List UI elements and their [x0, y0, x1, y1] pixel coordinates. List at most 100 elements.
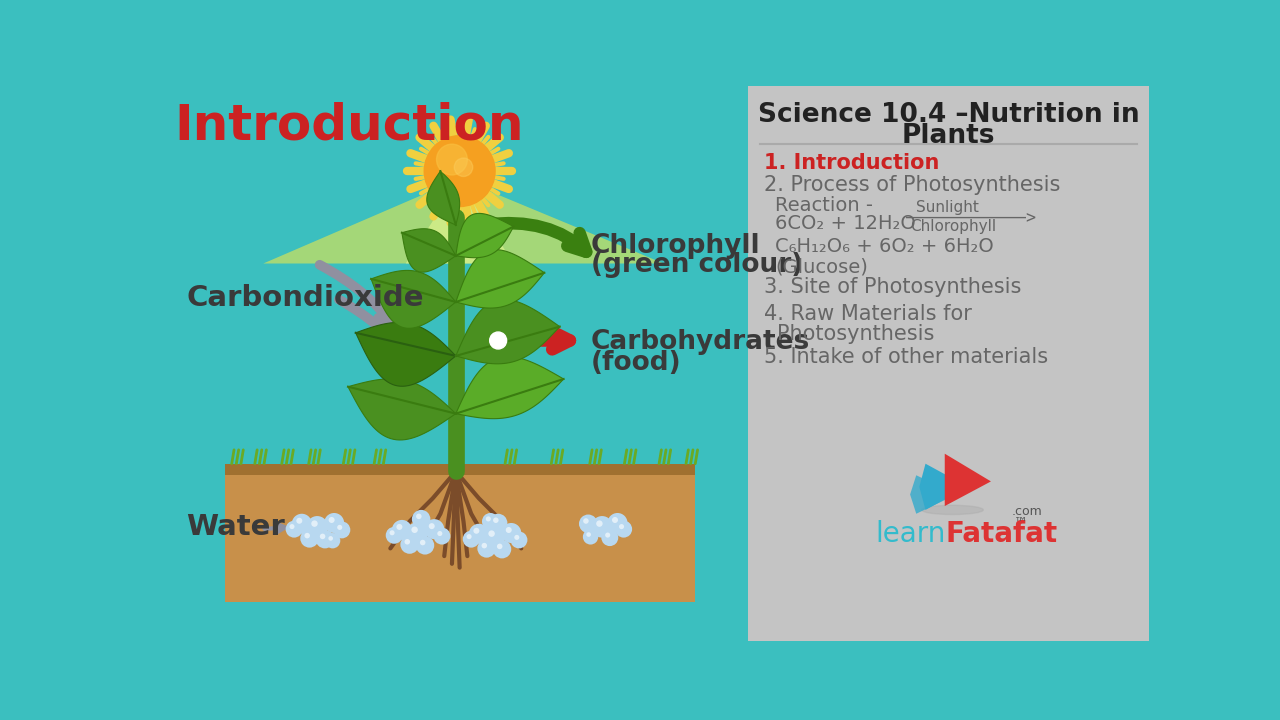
Text: learn: learn: [876, 520, 946, 548]
Text: 4. Raw Materials for: 4. Raw Materials for: [764, 305, 972, 324]
Text: Sunlight: Sunlight: [916, 200, 979, 215]
Circle shape: [489, 531, 495, 537]
Circle shape: [305, 533, 310, 539]
Circle shape: [612, 517, 618, 523]
Text: Introduction: Introduction: [175, 102, 525, 150]
Circle shape: [490, 332, 507, 349]
Polygon shape: [456, 300, 559, 364]
Text: Plants: Plants: [902, 123, 996, 149]
Text: Water: Water: [187, 513, 285, 541]
Circle shape: [392, 520, 412, 540]
Polygon shape: [456, 356, 563, 418]
Circle shape: [306, 516, 328, 538]
Text: 5. Intake of other materials: 5. Intake of other materials: [764, 346, 1048, 366]
Circle shape: [301, 529, 319, 548]
Polygon shape: [919, 464, 968, 510]
Circle shape: [483, 513, 499, 530]
Circle shape: [397, 524, 402, 530]
Polygon shape: [456, 213, 513, 258]
Circle shape: [584, 518, 589, 523]
Circle shape: [586, 532, 591, 537]
Circle shape: [477, 539, 495, 557]
Circle shape: [481, 543, 488, 549]
Circle shape: [404, 539, 410, 544]
Circle shape: [429, 523, 435, 529]
Text: ––––––––––––>: ––––––––––––>: [906, 210, 1037, 228]
Circle shape: [411, 526, 417, 533]
Circle shape: [493, 540, 511, 559]
Circle shape: [468, 523, 489, 544]
Circle shape: [389, 530, 394, 535]
Circle shape: [474, 528, 480, 534]
Polygon shape: [356, 323, 456, 386]
Ellipse shape: [922, 505, 983, 515]
Circle shape: [486, 516, 490, 521]
Text: (Glucose): (Glucose): [776, 257, 868, 276]
Circle shape: [620, 524, 625, 529]
Text: (food): (food): [590, 350, 681, 376]
Circle shape: [292, 514, 312, 534]
Circle shape: [596, 521, 603, 527]
Circle shape: [493, 518, 499, 523]
Text: Chlorophyll: Chlorophyll: [590, 233, 760, 258]
Polygon shape: [945, 454, 991, 506]
Polygon shape: [426, 171, 460, 225]
Text: .com: .com: [1011, 505, 1042, 518]
Circle shape: [511, 531, 527, 549]
Circle shape: [438, 531, 443, 536]
Text: 1. Introduction: 1. Introduction: [764, 153, 940, 174]
Circle shape: [484, 526, 506, 548]
Circle shape: [424, 519, 444, 539]
Circle shape: [333, 521, 351, 539]
Text: 6CO₂ + 12H₂O: 6CO₂ + 12H₂O: [776, 215, 916, 233]
Text: ™: ™: [1014, 516, 1028, 529]
Circle shape: [325, 533, 340, 549]
Circle shape: [329, 517, 334, 523]
Polygon shape: [910, 475, 956, 514]
Circle shape: [579, 515, 598, 533]
Polygon shape: [348, 379, 456, 440]
Polygon shape: [225, 472, 695, 603]
Circle shape: [407, 522, 428, 544]
Circle shape: [605, 533, 611, 538]
Circle shape: [602, 529, 618, 546]
Circle shape: [497, 544, 503, 549]
Circle shape: [502, 523, 521, 543]
Polygon shape: [406, 179, 513, 264]
Polygon shape: [264, 179, 664, 264]
Circle shape: [424, 135, 495, 207]
Circle shape: [289, 524, 294, 529]
Circle shape: [324, 513, 344, 533]
Circle shape: [385, 527, 403, 544]
Circle shape: [616, 521, 632, 538]
Circle shape: [436, 144, 467, 175]
Circle shape: [320, 534, 325, 539]
Circle shape: [466, 534, 471, 539]
Text: Fatafat: Fatafat: [946, 520, 1057, 548]
Circle shape: [608, 513, 627, 533]
Circle shape: [416, 513, 421, 519]
Polygon shape: [225, 464, 695, 475]
Text: Reaction -: Reaction -: [776, 196, 873, 215]
Circle shape: [401, 535, 419, 554]
Circle shape: [329, 536, 333, 541]
Circle shape: [434, 528, 451, 544]
Circle shape: [420, 540, 425, 545]
Text: C₆H₁₂O₆ + 6O₂ + 6H₂O: C₆H₁₂O₆ + 6O₂ + 6H₂O: [776, 238, 995, 256]
Polygon shape: [456, 250, 544, 308]
Text: Carbondioxide: Carbondioxide: [187, 284, 424, 312]
Circle shape: [337, 525, 342, 530]
Bar: [164, 86, 749, 641]
Circle shape: [463, 531, 480, 548]
Circle shape: [416, 536, 434, 554]
Polygon shape: [371, 271, 456, 328]
Circle shape: [296, 518, 302, 523]
Circle shape: [454, 158, 472, 176]
Polygon shape: [402, 229, 456, 272]
Circle shape: [311, 521, 317, 527]
Circle shape: [591, 516, 613, 538]
Text: Photosynthesis: Photosynthesis: [777, 323, 934, 343]
Circle shape: [506, 527, 512, 533]
Circle shape: [582, 529, 598, 544]
Text: (green colour): (green colour): [590, 252, 803, 278]
